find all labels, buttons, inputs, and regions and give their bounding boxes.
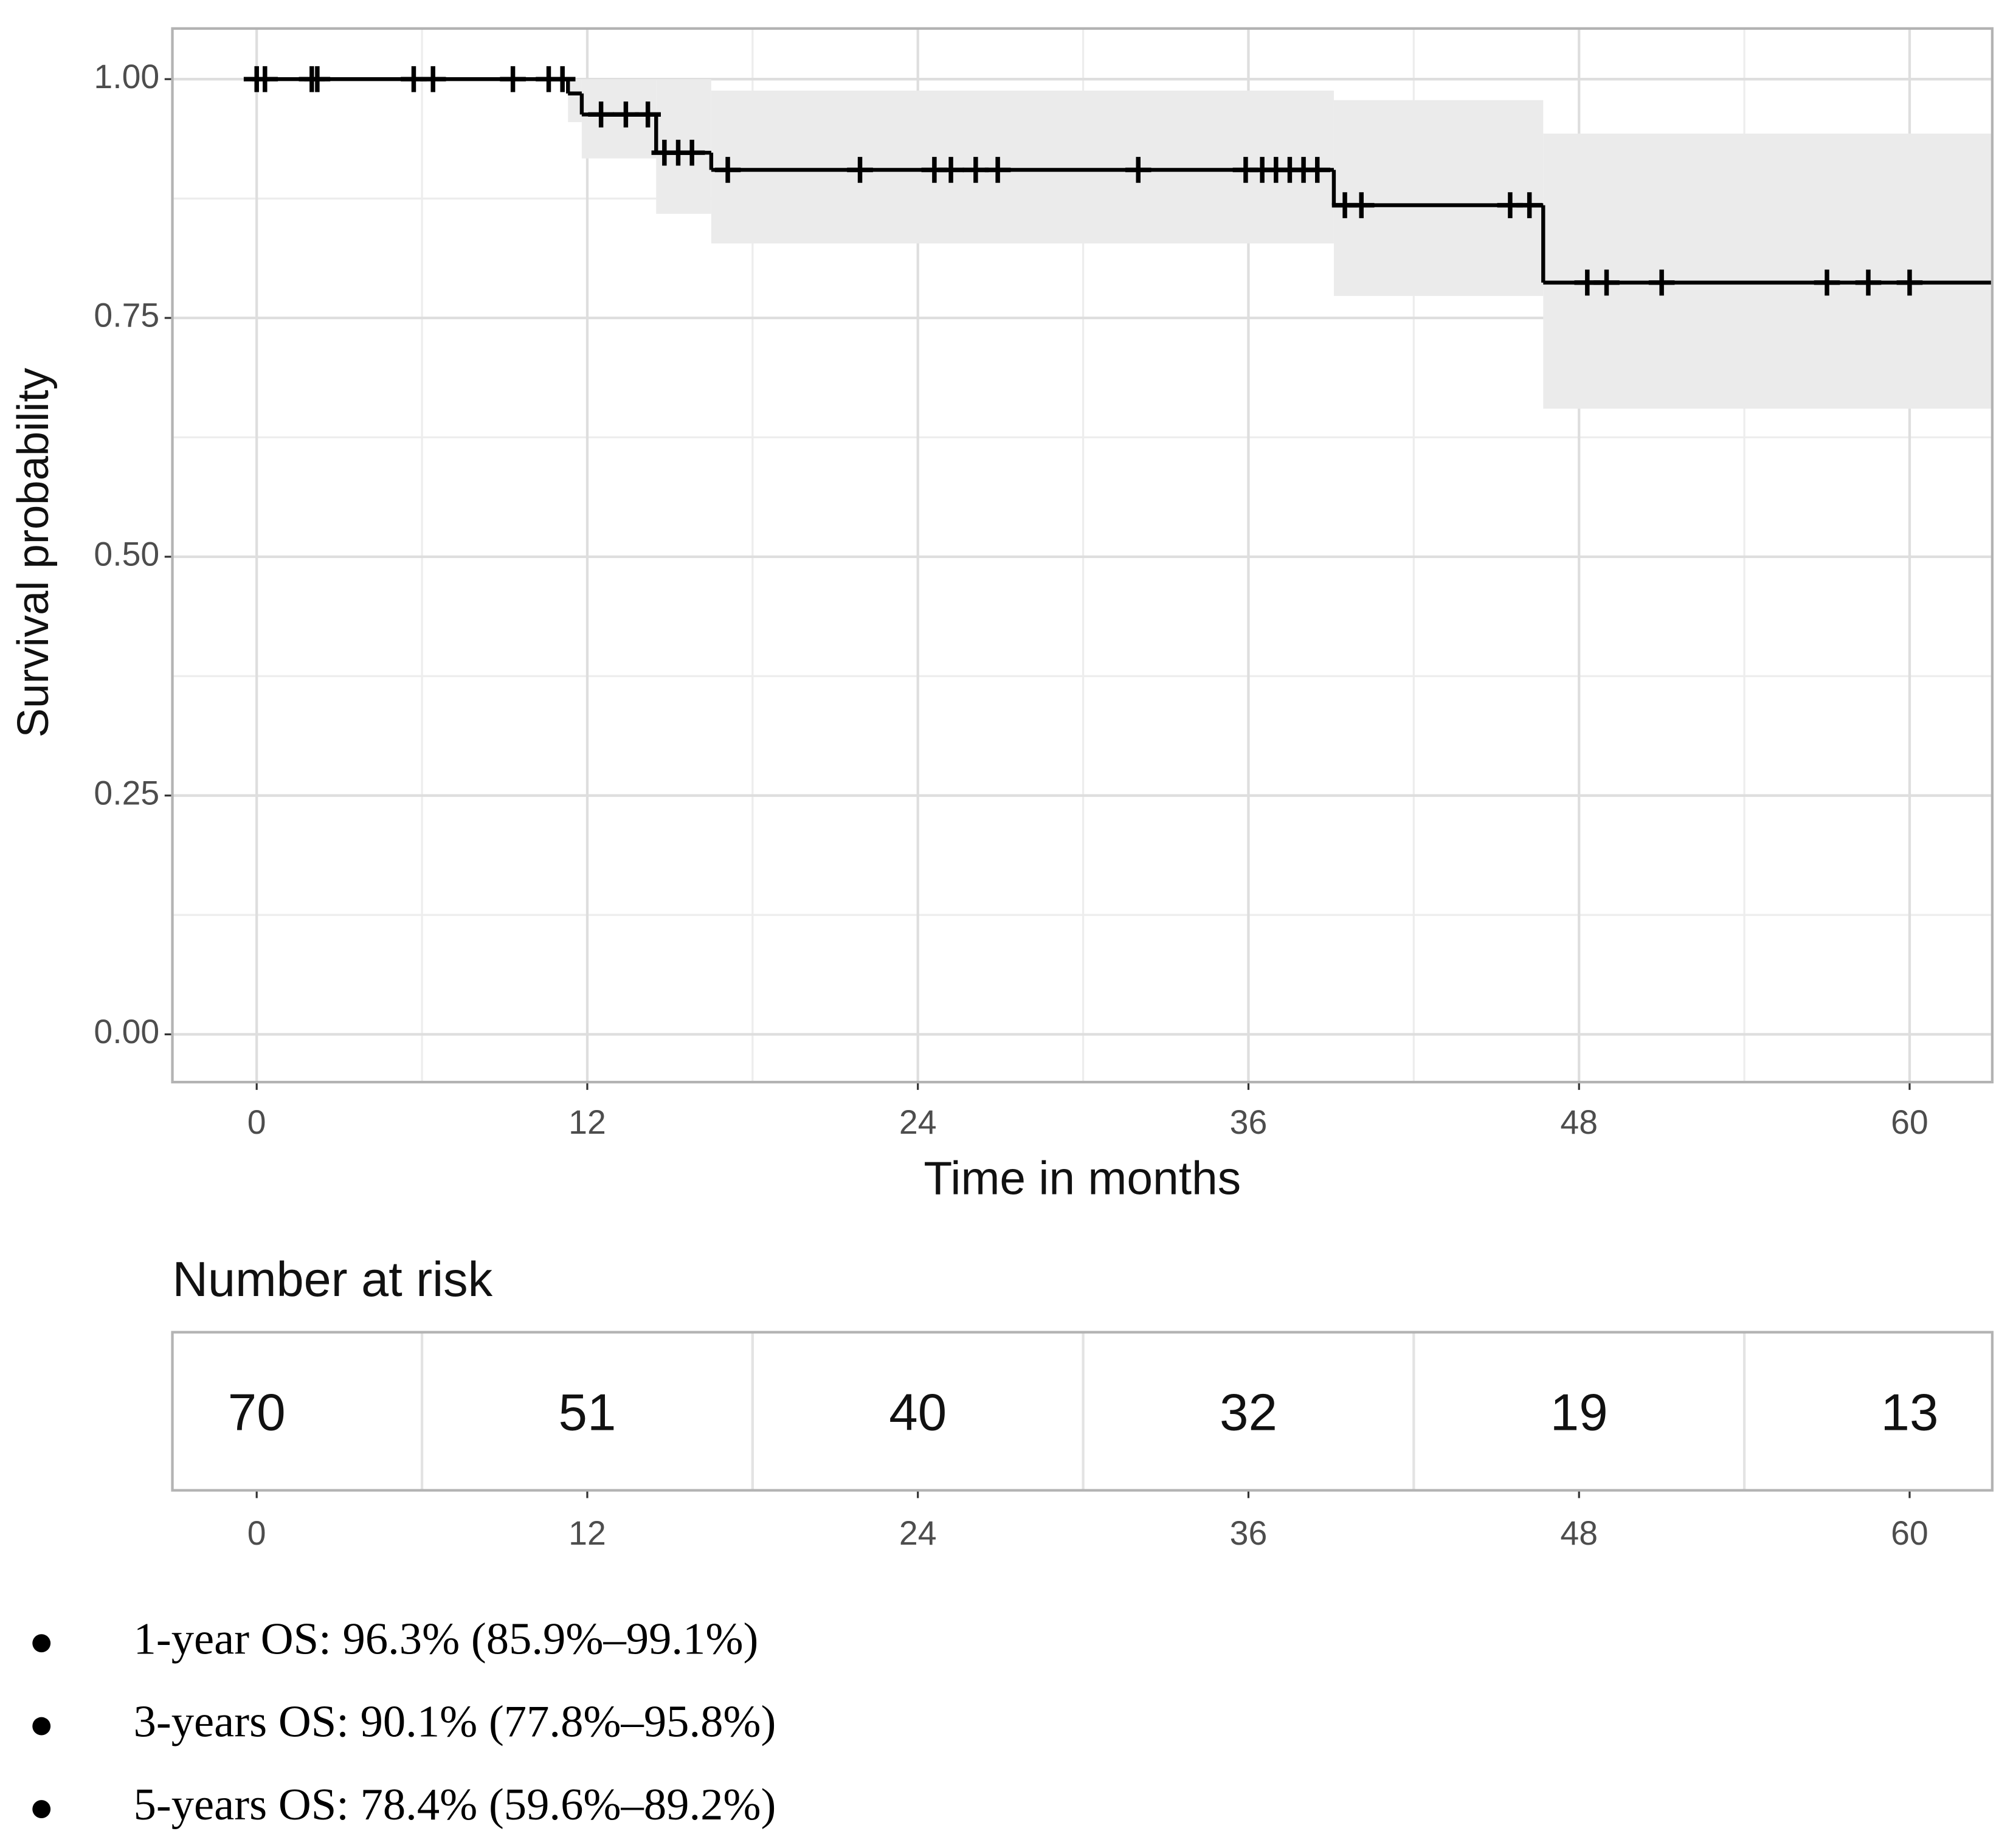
risk-count: 32 (1220, 1384, 1277, 1442)
x-tick-label: 12 (568, 1103, 606, 1141)
x-tick-label: 24 (899, 1514, 937, 1552)
x-axis-label: Time in months (924, 1153, 1241, 1205)
censor-mark (549, 66, 576, 92)
censor-mark (1304, 157, 1331, 183)
x-tick-label: 60 (1891, 1103, 1928, 1141)
confidence-band (568, 79, 582, 122)
bullet-text: 1-year OS: 96.3% (85.9%–99.1%) (134, 1614, 759, 1664)
panel-border (171, 27, 1994, 1084)
censor-mark (1125, 157, 1152, 183)
bullet-text: 5-years OS: 78.4% (59.6%–89.2%) (134, 1780, 776, 1830)
risk-table-title: Number at risk (173, 1252, 493, 1307)
censor-mark (252, 66, 278, 92)
risk-count: 13 (1881, 1384, 1939, 1442)
censor-mark (1348, 192, 1375, 218)
x-tick-label: 48 (1560, 1514, 1598, 1552)
y-tick-label: 1.00 (94, 58, 159, 95)
censor-mark (1896, 269, 1923, 296)
censor-mark (1516, 192, 1542, 218)
bullet-dot (32, 1634, 51, 1653)
x-tick-label: 0 (247, 1514, 266, 1552)
censor-mark (1648, 269, 1675, 296)
risk-count: 19 (1550, 1384, 1608, 1442)
censor-mark (1814, 269, 1840, 296)
censor-mark (962, 157, 989, 183)
y-tick-label: 0.50 (94, 535, 159, 573)
x-tick-label: 0 (247, 1103, 266, 1141)
x-tick-label: 60 (1891, 1514, 1928, 1552)
x-tick-label: 48 (1560, 1103, 1598, 1141)
censor-mark (635, 102, 661, 128)
censor-mark (304, 66, 331, 92)
censor-mark (678, 139, 705, 166)
panel-border (171, 1331, 1994, 1492)
censor-mark (847, 157, 873, 183)
censor-mark (420, 66, 446, 92)
x-tick-label: 24 (899, 1103, 937, 1141)
bullet-dot (32, 1800, 51, 1818)
bullet-text: 3-years OS: 90.1% (77.8%–95.8%) (134, 1697, 776, 1747)
censor-mark (613, 102, 639, 128)
y-axis-label: Survival probability (9, 367, 58, 737)
censor-mark (937, 157, 964, 183)
censor-mark (500, 66, 526, 92)
risk-count: 51 (559, 1384, 616, 1442)
x-tick-label: 36 (1230, 1103, 1268, 1141)
x-tick-label: 36 (1230, 1514, 1268, 1552)
risk-count: 40 (889, 1384, 947, 1442)
bullet-dot (32, 1717, 51, 1736)
censor-mark (984, 157, 1011, 183)
risk-count: 70 (228, 1384, 286, 1442)
x-tick-label: 12 (568, 1514, 606, 1552)
y-tick-label: 0.00 (94, 1013, 159, 1050)
confidence-band (581, 79, 657, 159)
confidence-band (1543, 133, 1992, 409)
censor-mark (1593, 269, 1620, 296)
confidence-band (711, 91, 1334, 244)
y-tick-label: 0.75 (94, 297, 159, 334)
censor-mark (588, 102, 614, 128)
censor-mark (1855, 269, 1882, 296)
y-tick-label: 0.25 (94, 774, 159, 812)
censor-mark (714, 157, 741, 183)
